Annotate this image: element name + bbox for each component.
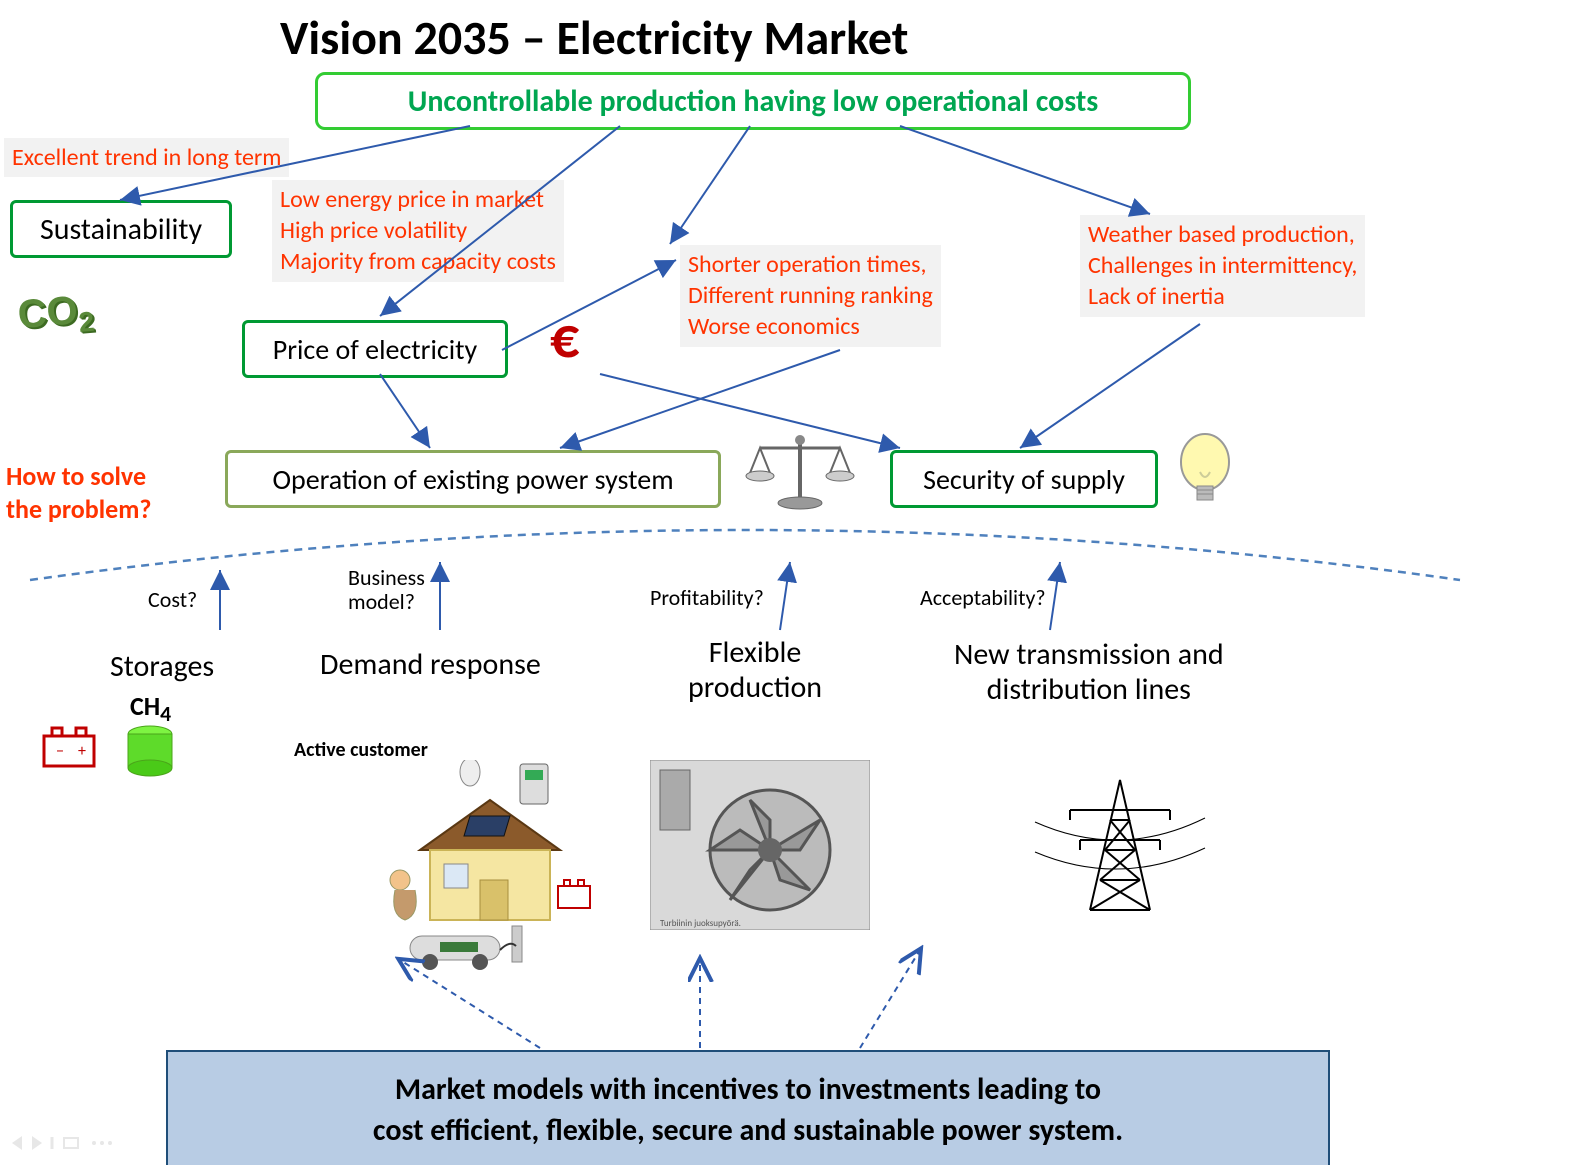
gas-cylinder-icon bbox=[120, 720, 180, 785]
note-security: Weather based production, Challenges in … bbox=[1080, 215, 1365, 317]
bottom-conclusion-box: Market models with incentives to investm… bbox=[166, 1050, 1330, 1165]
house-cluster-icon bbox=[320, 760, 600, 975]
page-title: Vision 2035 – Electricity Market bbox=[280, 8, 908, 67]
note-sustainability: Excellent trend in long term bbox=[4, 138, 289, 177]
svg-text:+: + bbox=[78, 742, 86, 761]
q-profitability: Profitability? bbox=[650, 584, 764, 611]
dashed-arc bbox=[30, 530, 1460, 580]
lightbulb-icon bbox=[1170, 428, 1240, 523]
note-price: Low energy price in market High price vo… bbox=[272, 180, 564, 282]
note-operation: Shorter operation times, Different runni… bbox=[680, 245, 941, 347]
euro-icon: € bbox=[550, 302, 579, 373]
box-uncontrollable-production: Uncontrollable production having low ope… bbox=[315, 72, 1191, 130]
battery-icon: − + bbox=[38, 722, 102, 779]
box-price-of-electricity: Price of electricity bbox=[242, 320, 508, 378]
transmission-tower-icon bbox=[1030, 760, 1210, 925]
turbine-icon: Turbiinin juoksupyörä. bbox=[650, 760, 870, 935]
q-cost: Cost? bbox=[148, 586, 197, 613]
active-customer-label: Active customer bbox=[294, 738, 428, 762]
slideshow-controls bbox=[4, 1130, 124, 1161]
co2-icon: CO2 bbox=[16, 287, 96, 344]
solution-flexible-production: Flexible production bbox=[688, 636, 822, 705]
box-security-of-supply: Security of supply bbox=[890, 450, 1158, 508]
box-label: Uncontrollable production having low ope… bbox=[408, 83, 1098, 120]
how-to-solve-label: How to solve the problem? bbox=[6, 460, 151, 525]
solution-storages: Storages bbox=[110, 648, 214, 685]
box-sustainability: Sustainability bbox=[10, 200, 232, 258]
solution-demand-response: Demand response bbox=[320, 646, 541, 683]
solution-new-transmission: New transmission and distribution lines bbox=[954, 638, 1224, 707]
q-business-model: Business model? bbox=[348, 566, 425, 614]
svg-text:−: − bbox=[56, 742, 64, 761]
box-operation-existing: Operation of existing power system bbox=[225, 450, 721, 508]
scale-icon bbox=[740, 428, 860, 523]
svg-text:Turbiinin juoksupyörä.: Turbiinin juoksupyörä. bbox=[660, 918, 741, 929]
q-acceptability: Acceptability? bbox=[920, 584, 1046, 611]
